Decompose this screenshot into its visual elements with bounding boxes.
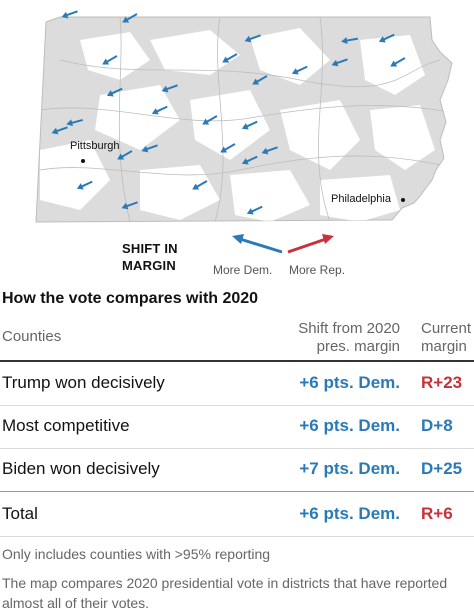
shift-arrow-icon: [202, 115, 218, 125]
row-name: Most competitive: [2, 416, 130, 435]
row-name: Biden won decisively: [2, 459, 160, 478]
legend-title-line2: MARGIN: [122, 258, 176, 273]
shift-arrow-icon: [61, 10, 78, 19]
shift-arrow-icon: [141, 144, 158, 153]
shift-arrow-icon: [261, 146, 278, 155]
row-shift: +6 pts. Dem.: [299, 504, 400, 523]
row-divider: [0, 448, 474, 449]
dem-arrow-icon: [232, 234, 283, 254]
shift-arrow-icon: [246, 205, 263, 215]
row-margin: D+8: [421, 416, 453, 435]
row-divider: [0, 536, 474, 537]
footnote: Only includes counties with >95% reporti…: [2, 546, 271, 562]
rep-arrow-icon: [287, 234, 334, 254]
shift-arrow-icon: [241, 155, 258, 165]
row-margin: R+23: [421, 373, 463, 392]
row-shift: +6 pts. Dem.: [299, 373, 400, 392]
shift-arrow-icon: [76, 180, 93, 190]
row-name: Total: [2, 504, 38, 523]
row-divider: [0, 405, 474, 406]
legend-arrows: [232, 234, 334, 254]
reporting-regions: [39, 17, 451, 222]
shift-arrow-icon: [151, 105, 168, 115]
shift-arrow-icon: [331, 58, 348, 67]
shift-arrow-icon: [66, 118, 83, 127]
header-shift: Shift from 2020 pres. margin: [298, 320, 400, 356]
city-label-philadelphia: Philadelphia: [331, 193, 391, 205]
shift-arrow-icon: [291, 65, 308, 75]
legend-rep-label: More Rep.: [289, 263, 346, 277]
shift-arrow-icon: [252, 75, 268, 85]
header-divider: [0, 360, 474, 362]
description: The map compares 2020 presidential vote …: [2, 575, 448, 611]
shift-arrow-icon: [192, 180, 208, 190]
row-shift: +7 pts. Dem.: [299, 459, 400, 478]
pittsburgh-dot: [81, 159, 85, 163]
row-shift: +6 pts. Dem.: [299, 416, 400, 435]
legend-title: SHIFT IN MARGIN: [122, 240, 178, 274]
shift-arrows: [51, 10, 406, 215]
shift-arrow-icon: [241, 120, 258, 130]
total-divider: [0, 491, 474, 492]
header-shift-line2: pres. margin: [316, 338, 400, 355]
shift-arrow-icon: [390, 57, 406, 67]
shift-arrow-icon: [117, 150, 133, 160]
table-row: Trump won decisively +6 pts. Dem. R+23: [0, 361, 474, 405]
table-row-total: Total +6 pts. Dem. R+6: [0, 492, 474, 536]
legend-dem-label: More Dem.: [213, 263, 273, 277]
header-current-line1: Current: [421, 320, 472, 337]
city-label-pittsburgh: Pittsburgh: [70, 140, 120, 152]
header-current-line2: margin: [421, 338, 467, 355]
row-name: Trump won decisively: [2, 373, 165, 392]
row-margin: D+25: [421, 459, 463, 478]
shift-arrow-icon: [378, 33, 395, 43]
shift-arrow-icon: [51, 126, 68, 135]
shift-arrow-icon: [106, 87, 123, 97]
table-title: How the vote compares with 2020: [2, 290, 259, 307]
header-current: Current margin: [421, 320, 471, 356]
legend-title-line1: SHIFT IN: [122, 241, 178, 256]
row-margin: R+6: [421, 504, 453, 523]
header-shift-line1: Shift from 2020: [298, 320, 400, 337]
shift-arrow-icon: [244, 34, 261, 43]
state-map-svg: [35, 10, 453, 223]
table-row: Biden won decisively +7 pts. Dem. D+25: [0, 447, 474, 491]
shift-arrow-icon: [222, 53, 238, 63]
pennsylvania-map: Pittsburgh Philadelphia: [0, 0, 474, 235]
header-counties: Counties: [2, 328, 62, 345]
shift-arrow-icon: [161, 84, 178, 93]
philadelphia-dot: [401, 198, 405, 202]
shift-arrow-icon: [220, 143, 236, 153]
shift-arrow-icon: [341, 37, 359, 44]
shift-arrow-icon: [122, 13, 138, 23]
shift-arrow-icon: [121, 201, 138, 210]
table-row: Most competitive +6 pts. Dem. D+8: [0, 404, 474, 448]
shift-arrow-icon: [102, 55, 118, 65]
